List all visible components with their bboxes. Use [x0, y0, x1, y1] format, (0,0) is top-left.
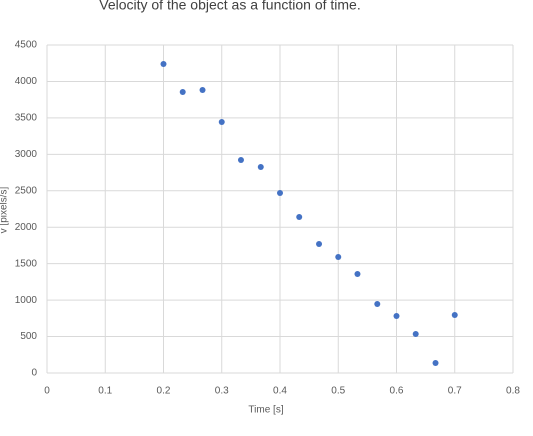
data-point — [160, 60, 167, 67]
data-point — [374, 300, 381, 307]
x-tick-label: 0.4 — [273, 386, 287, 397]
data-point — [316, 240, 323, 247]
data-point — [277, 189, 283, 196]
y-tick-label: 0 — [31, 368, 37, 379]
y-axis-label: v [pixels/s] — [0, 186, 10, 233]
data-point — [257, 164, 264, 171]
x-tick-label: 0.6 — [390, 386, 404, 397]
y-tick-label: 4000 — [15, 76, 38, 87]
x-tick-label: 0.2 — [157, 386, 171, 397]
data-point — [237, 157, 244, 164]
data-point — [412, 331, 419, 338]
data-point — [354, 271, 361, 278]
y-tick-label: 2500 — [15, 185, 38, 196]
y-tick-label: 500 — [20, 331, 37, 342]
data-point — [296, 214, 303, 221]
chart-title: Velocity of the object as a function of … — [99, 0, 360, 13]
data-point — [179, 89, 186, 96]
x-tick-label: 0.8 — [506, 386, 520, 397]
x-tick-label: 0.1 — [98, 386, 112, 397]
y-tick-label: 4500 — [15, 40, 38, 51]
x-tick-label: 0.3 — [215, 386, 229, 397]
data-point — [218, 118, 225, 125]
data-point — [393, 313, 400, 320]
y-tick-label: 3000 — [15, 149, 38, 160]
y-tick-label: 1500 — [15, 258, 38, 269]
data-point — [335, 253, 342, 260]
y-tick-label: 2000 — [15, 222, 38, 233]
y-tick-label: 3500 — [15, 113, 38, 124]
data-point — [432, 360, 439, 367]
x-tick-label: 0 — [44, 386, 50, 397]
x-tick-label: 0.5 — [331, 386, 345, 397]
x-tick-label: 0.7 — [448, 386, 462, 397]
x-axis-label: Time [s] — [248, 405, 283, 416]
data-point — [199, 86, 206, 93]
y-tick-label: 1000 — [15, 295, 38, 306]
data-point — [451, 311, 458, 318]
